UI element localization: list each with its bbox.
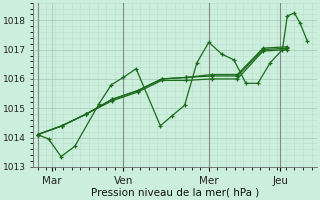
X-axis label: Pression niveau de la mer( hPa ): Pression niveau de la mer( hPa ) <box>91 187 260 197</box>
